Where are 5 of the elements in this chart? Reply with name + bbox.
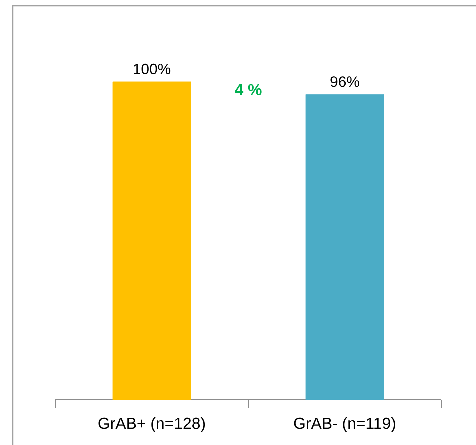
data-label: 96% (330, 76, 360, 88)
x-tick-label: GrAB- (n=119) (294, 418, 396, 432)
annotation: 4 % (235, 84, 262, 96)
data-label: 100% (134, 64, 171, 74)
x-tick-label: GrAB+ (n=128) (98, 418, 206, 432)
